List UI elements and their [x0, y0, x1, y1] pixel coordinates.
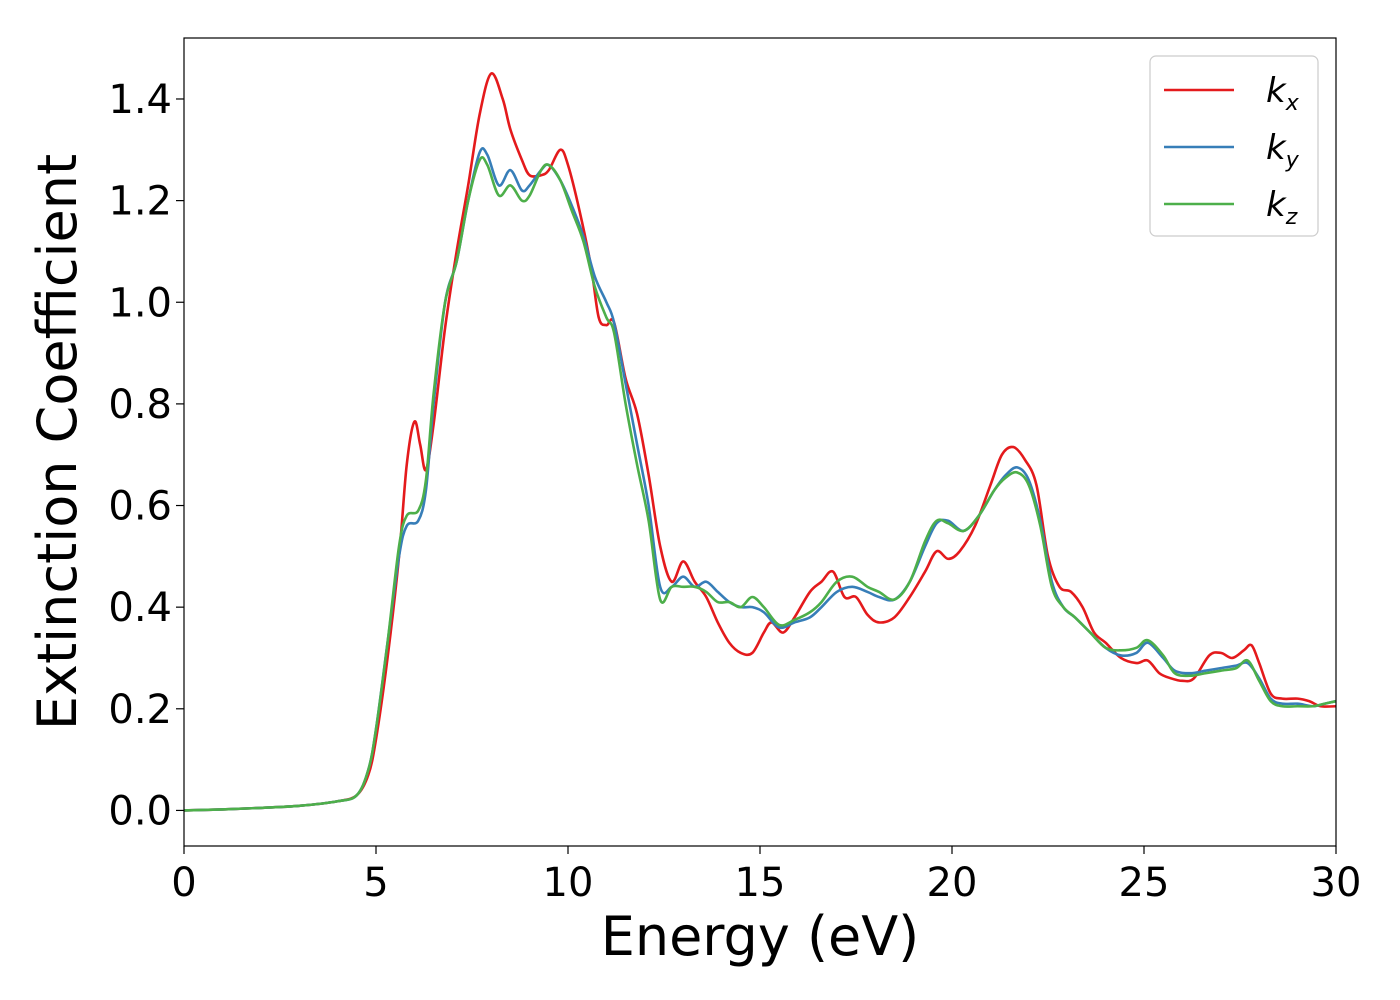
x-tick-label: 15 — [735, 860, 786, 906]
x-tick-label: 20 — [927, 860, 978, 906]
y-axis-title: Extinction Coefficient — [26, 154, 89, 730]
legend: kx ky kz — [1149, 55, 1319, 237]
legend-label-y: ky — [1266, 128, 1300, 173]
x-tick-label: 25 — [1119, 860, 1170, 906]
y-tick-label: 0.4 — [108, 585, 172, 631]
y-axis-ticks: 0.0 0.2 0.4 0.6 0.8 1.0 1.2 1.4 — [108, 77, 184, 834]
x-axis-title: Energy (eV) — [601, 905, 920, 968]
legend-label-x: kx — [1266, 71, 1300, 116]
x-tick-label: 30 — [1311, 860, 1362, 906]
plot-background — [184, 38, 1336, 846]
series-line-x — [183, 72, 1337, 812]
x-tick-label: 10 — [543, 860, 594, 906]
y-tick-label: 1.0 — [108, 280, 172, 326]
y-tick-label: 0.0 — [108, 788, 172, 834]
series-line-z — [183, 156, 1337, 812]
y-tick-label: 1.2 — [108, 179, 172, 225]
y-tick-label: 0.8 — [108, 382, 172, 428]
legend-label-z: kz — [1266, 185, 1298, 230]
series-layer — [183, 72, 1337, 812]
y-tick-label: 0.2 — [108, 687, 172, 733]
y-tick-label: 1.4 — [108, 77, 172, 123]
x-tick-label: 5 — [363, 860, 388, 906]
y-tick-label: 0.6 — [108, 484, 172, 530]
x-axis-ticks: 0 5 10 15 20 25 30 — [171, 846, 1361, 906]
x-tick-label: 0 — [171, 860, 196, 906]
